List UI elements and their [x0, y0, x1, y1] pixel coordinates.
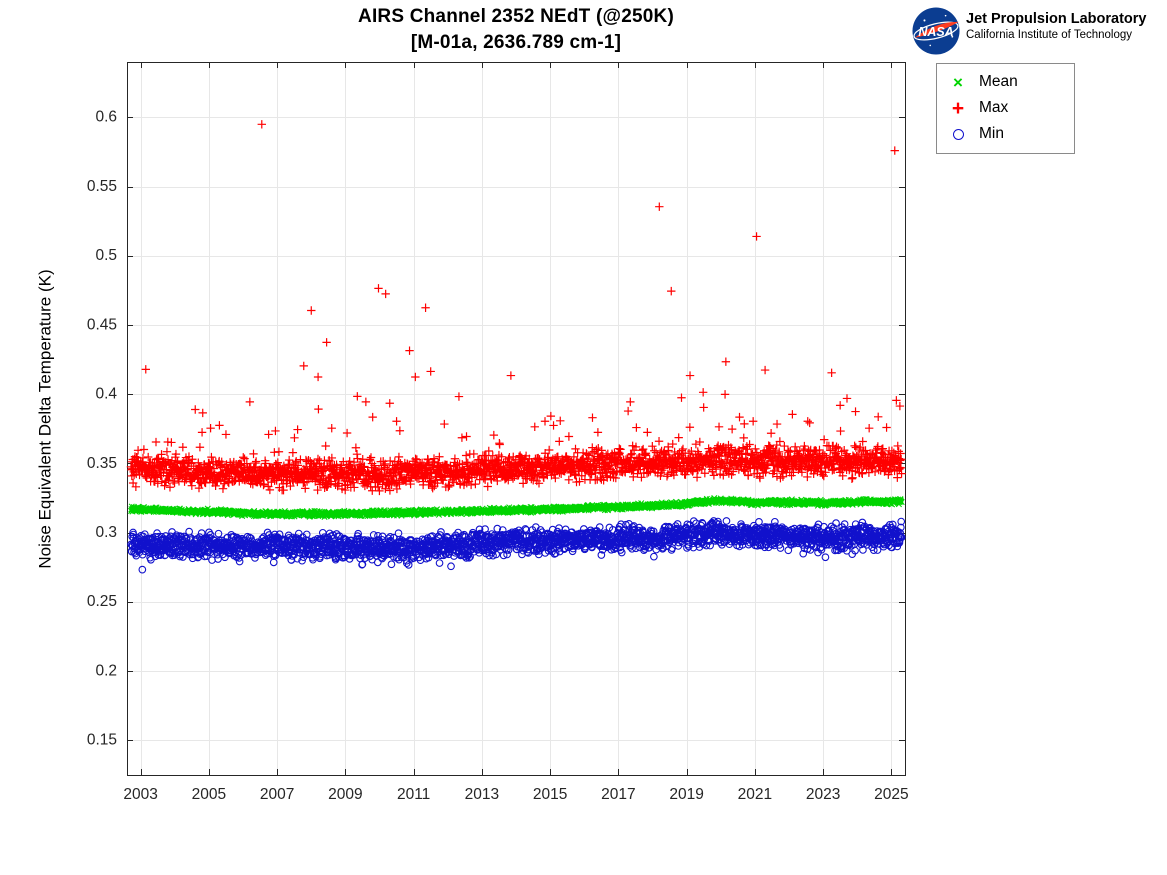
legend-item-min: Min: [937, 121, 1074, 147]
chart-subtitle: [M-01a, 2636.789 cm-1]: [410, 32, 622, 53]
legend-item-mean: × Mean: [937, 69, 1074, 95]
chart-title-block: AIRS Channel 2352 NEdT (@250K) [M-01a, 2…: [127, 4, 905, 56]
legend: × Mean + Max Min: [936, 63, 1075, 154]
legend-label-mean: Mean: [979, 73, 1018, 90]
min-circle-marker-icon: [937, 128, 979, 140]
y-axis-label: Noise Equivalent Delta Temperature (K): [36, 268, 55, 569]
mean-x-marker-icon: ×: [953, 72, 963, 92]
max-plus-marker-icon: +: [951, 96, 965, 120]
org-name: Jet Propulsion Laboratory: [966, 11, 1147, 27]
legend-label-max: Max: [979, 99, 1009, 116]
legend-label-min: Min: [979, 125, 1004, 142]
nasa-logo-text: NASA: [918, 25, 953, 39]
branding-text: Jet Propulsion Laboratory California Ins…: [966, 7, 1146, 42]
org-subtitle: California Institute of Technology: [966, 29, 1132, 41]
legend-item-max: + Max: [937, 95, 1074, 121]
chart-title: AIRS Channel 2352 NEdT (@250K): [358, 6, 674, 27]
y-axis-label-wrap: Noise Equivalent Delta Temperature (K): [27, 62, 65, 775]
branding: NASA Jet Propulsion Laboratory Californi…: [912, 7, 1146, 55]
nasa-logo-icon: NASA: [912, 7, 960, 55]
